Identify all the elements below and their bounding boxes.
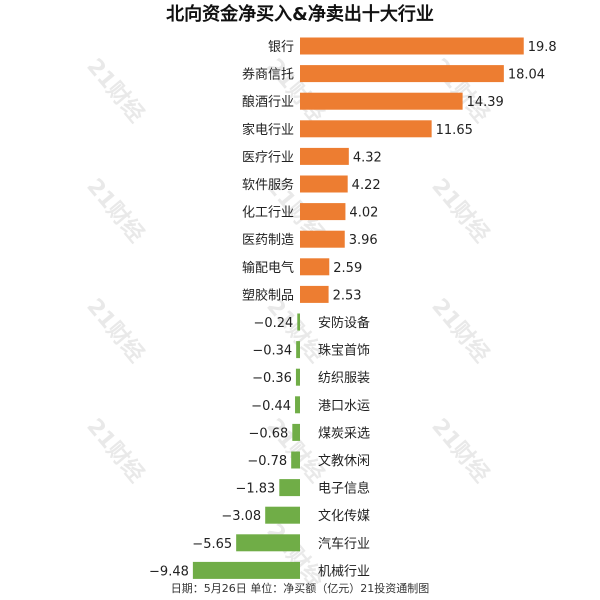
watermark-mark: 21财经 [426,174,494,248]
bar [297,313,300,331]
bar [291,451,300,469]
category-label: 券商信托 [242,67,294,83]
bar [236,534,300,552]
watermark-mark: 21财经 [426,294,494,368]
value-label: −0.36 [252,371,292,386]
value-label: −0.44 [251,399,291,414]
value-label: −0.34 [252,344,292,359]
watermark-mark: 21财经 [261,54,329,128]
watermark-mark: 21财经 [81,414,149,488]
category-label: 家电行业 [242,122,294,138]
category-label: 煤炭采选 [318,426,370,441]
value-label: 18.04 [508,68,545,83]
category-label: 医疗行业 [242,150,294,165]
bars-layer: 银行 19.8 券商信托 18.04 酿酒行业 14.39 家电行业 11.65 医疗行业 4.3… [149,37,557,579]
value-label: 2.59 [333,261,362,276]
bar [300,285,329,303]
bar [292,423,300,441]
bar [279,479,300,497]
value-label: 11.65 [436,123,473,138]
category-label: 港口水运 [318,399,370,414]
value-label: −0.68 [248,426,288,441]
value-label: 4.32 [353,150,382,165]
watermark-mark: 21财经 [426,54,494,128]
category-label: 文化传媒 [318,509,370,524]
bar [300,37,524,55]
bar [300,92,463,110]
value-label: −1.83 [235,482,275,497]
value-label: −5.65 [192,537,232,552]
value-label: −3.08 [221,509,261,524]
category-label: 电子信息 [318,481,370,497]
bar [295,396,300,414]
bar [296,341,300,359]
category-label: 纺织服装 [318,371,370,386]
category-label: 医药制造 [242,233,294,248]
category-label: 输配电气 [242,260,294,276]
value-label: 4.22 [352,178,381,193]
category-label: 珠宝首饰 [318,344,370,359]
chart-footer: 日期：5月26日 单位：净买额（亿元）21投资通制图 [171,581,430,595]
bar [300,120,432,138]
bar [300,258,330,276]
value-label: −9.48 [149,564,189,579]
watermark-mark: 21财经 [426,414,494,488]
watermark-mark: 21财经 [81,294,149,368]
value-label: 2.53 [333,288,362,303]
category-label: 塑胶制品 [242,287,294,303]
category-label: 安防设备 [318,315,370,331]
category-label: 文教休闲 [318,453,370,469]
value-label: −0.78 [247,454,287,469]
bar [300,230,345,248]
category-label: 机械行业 [318,564,370,579]
bar [295,368,300,386]
category-label: 化工行业 [242,206,294,221]
value-label: 14.39 [467,95,504,110]
chart-title: 北向资金净买入&净卖出十大行业 [166,3,434,25]
bar [300,203,346,221]
value-label: 19.8 [528,40,557,55]
bar [192,561,300,579]
bar [265,506,300,524]
value-label: 4.02 [349,206,378,221]
category-label: 汽车行业 [318,536,370,552]
bar [300,147,349,165]
bar [300,175,348,193]
category-label: 软件服务 [242,177,294,193]
category-label: 银行 [268,40,294,55]
value-label: 3.96 [349,233,378,248]
watermark-mark: 21财经 [81,54,149,128]
value-label: −0.24 [253,316,293,331]
watermark-mark: 21财经 [81,174,149,248]
category-label: 酿酒行业 [242,94,294,110]
bar [300,65,504,83]
